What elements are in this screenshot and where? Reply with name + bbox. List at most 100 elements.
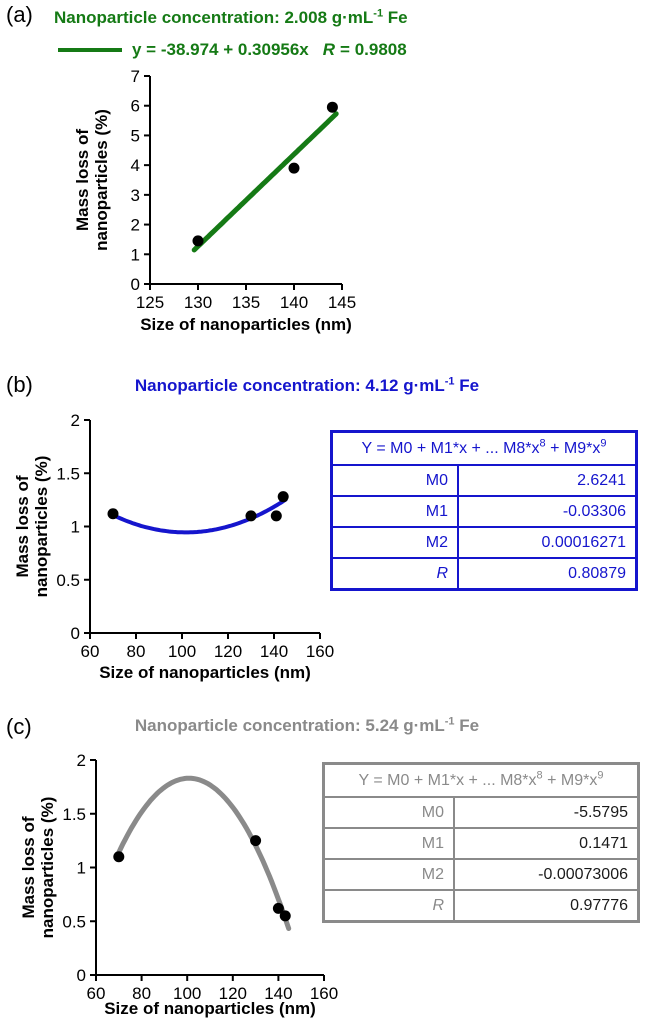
data-point [192, 235, 204, 247]
data-point [279, 910, 291, 922]
y-tick-label: 0 [71, 624, 80, 643]
fit-equation-header: Y = M0 + M1*x + ... M8*x8 + M9*x9 [333, 433, 635, 466]
table-row: M0 2.6241 [333, 466, 635, 497]
panel-a-title: Nanoparticle concentration: 2.008 g·mL-1… [54, 8, 408, 28]
panel-b-title-post: Fe [454, 376, 480, 395]
y-tick-label: 2 [131, 216, 140, 235]
data-point [272, 902, 284, 914]
y-axis-label: nanoparticles (%) [92, 109, 111, 251]
equation-text-2: + M9*x [542, 772, 598, 789]
y-tick-label: 0 [77, 966, 86, 985]
panel-c-title-text: Nanoparticle concentration: 5.24 g·mL [134, 716, 445, 735]
fit-table-b: Y = M0 + M1*x + ... M8*x8 + M9*x9 M0 2.6… [330, 430, 638, 591]
panel-b-label: (b) [6, 372, 33, 397]
chart-c: 60 80 100 120 140 160 0 0.5 1 1.5 2 Size of nanopar… [19, 751, 338, 1018]
legend-line-sample [58, 48, 122, 52]
x-tick-label: 140 [264, 984, 292, 1003]
param-label: M1 [325, 829, 455, 858]
data-point [270, 510, 282, 522]
param-label: M0 [333, 466, 459, 495]
y-tick-label: 2 [71, 411, 80, 430]
equation-sup-8: 8 [539, 437, 546, 450]
panel-c-title: Nanoparticle concentration: 5.24 g·mL-1 … [0, 716, 614, 736]
y-axis-label: Mass loss of [13, 475, 32, 577]
data-point [107, 508, 119, 520]
table-row: M0 -5.5795 [325, 798, 637, 829]
param-label: M2 [325, 860, 455, 889]
param-value: 0.00016271 [541, 534, 626, 551]
param-value: -0.03306 [562, 503, 626, 520]
fit-equation-header: Y = M0 + M1*x + ... M8*x8 + M9*x9 [325, 765, 637, 798]
chart-b: 60 80 100 120 140 160 0 0.5 1 1.5 2 Size of nanopar… [13, 411, 334, 682]
y-tick-label: 1 [131, 245, 140, 264]
x-tick-label: 60 [87, 984, 106, 1003]
table-row: R 0.97776 [325, 891, 637, 920]
table-row: M2 -0.00073006 [325, 860, 637, 891]
table-row: R 0.80879 [333, 559, 635, 588]
x-tick-label: 80 [127, 642, 146, 661]
x-tick-label: 160 [310, 984, 338, 1003]
legend-a: y = -38.974 + 0.30956x R = 0.9808 [58, 40, 407, 60]
x-tick-label: 80 [132, 984, 151, 1003]
y-axis-label: nanoparticles (%) [38, 797, 57, 939]
y-axis-label: Mass loss of [73, 129, 92, 231]
panel-b-title-sup: -1 [444, 375, 455, 388]
x-tick-label: 100 [168, 642, 196, 661]
y-axis-label: Mass loss of [19, 816, 38, 918]
data-point [113, 851, 125, 863]
chart-a: 125 130 135 140 145 0 1 2 3 4 5 6 7 Size of nanoparti… [73, 67, 356, 334]
param-value: 0.1471 [579, 835, 628, 852]
data-point [326, 101, 338, 113]
legend-r-label: R [322, 40, 336, 59]
x-tick-label: 145 [328, 293, 356, 312]
param-value: 0.80879 [568, 565, 626, 582]
panel-c-title-sup: -1 [444, 715, 455, 728]
x-tick-label: 160 [306, 642, 334, 661]
equation-text: Y = M0 + M1*x + ... M8*x [358, 772, 537, 789]
panel-c-label: (c) [6, 714, 32, 739]
fit-table-c: Y = M0 + M1*x + ... M8*x8 + M9*x9 M0 -5.… [322, 762, 640, 923]
data-point [250, 835, 262, 847]
panel-b-title-text: Nanoparticle concentration: 4.12 g·mL [134, 376, 445, 395]
x-tick-label: 120 [214, 642, 242, 661]
panel-a-title-sup: -1 [373, 7, 384, 20]
x-tick-label: 100 [173, 984, 201, 1003]
data-point [277, 491, 289, 503]
y-tick-label: 1 [77, 859, 86, 878]
fit-curve [111, 497, 288, 535]
x-tick-label: 140 [280, 293, 308, 312]
y-tick-label: 3 [131, 186, 140, 205]
equation-sup-8: 8 [536, 769, 543, 782]
param-value: 0.97776 [570, 897, 628, 914]
y-tick-label: 7 [131, 67, 140, 86]
y-tick-label: 0.5 [56, 571, 80, 590]
x-axis-label: Size of nanoparticles (nm) [104, 999, 316, 1018]
equation-text-2: + M9*x [545, 440, 601, 457]
param-value: -5.5795 [573, 804, 628, 821]
y-tick-label: 0.5 [62, 912, 86, 931]
panel-a-title-text: Nanoparticle concentration: 2.008 g·mL [54, 8, 374, 27]
panel-b-title: Nanoparticle concentration: 4.12 g·mL-1 … [0, 376, 614, 396]
y-tick-label: 6 [131, 97, 140, 116]
x-tick-label: 135 [232, 293, 260, 312]
y-tick-label: 2 [77, 751, 86, 770]
x-tick-label: 120 [219, 984, 247, 1003]
param-label: R [325, 891, 455, 920]
x-tick-label: 60 [81, 642, 100, 661]
fit-curve [191, 111, 339, 253]
equation-sup-9: 9 [600, 437, 607, 450]
param-label: M0 [325, 798, 455, 827]
y-tick-label: 4 [131, 156, 140, 175]
x-tick-label: 140 [260, 642, 288, 661]
equation-sup-9: 9 [597, 769, 604, 782]
data-point [288, 162, 300, 174]
table-row: M1 0.1471 [325, 829, 637, 860]
x-tick-label: 130 [184, 293, 212, 312]
param-label: R [333, 559, 459, 588]
y-tick-label: 5 [131, 126, 140, 145]
fit-curve [116, 775, 292, 931]
y-tick-label: 1.5 [56, 464, 80, 483]
x-axis-label: Size of nanoparticles (nm) [99, 663, 311, 682]
y-tick-label: 0 [131, 275, 140, 294]
